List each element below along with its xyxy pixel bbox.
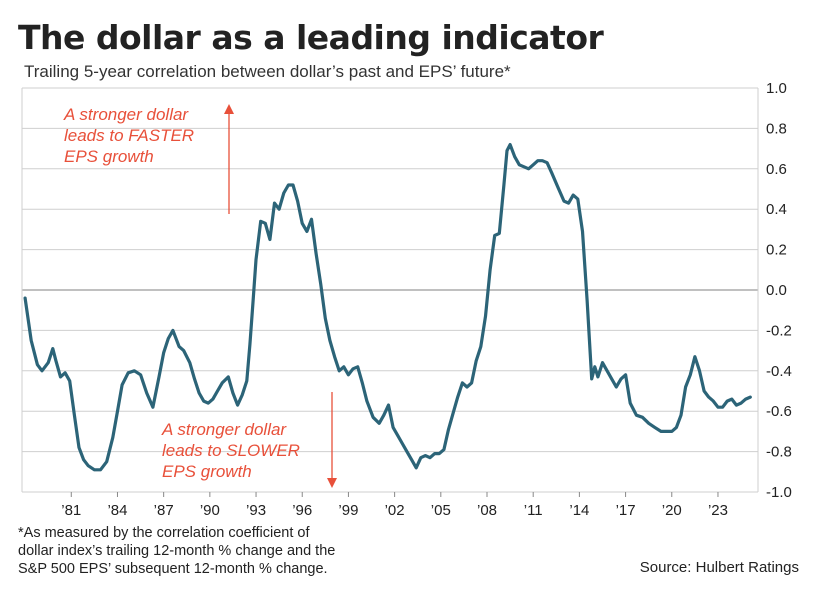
x-axis-ticks: ’81 ’84 ’87 ’90 ’93 ’96 ’99 ’02 ’05 ’08 ’11 ’14 ’17 ’… xyxy=(61,492,728,519)
annotation-upper-line: EPS growth xyxy=(64,147,154,166)
chart-subtitle: Trailing 5-year correlation between doll… xyxy=(24,62,511,81)
y-tick-label: -0.6 xyxy=(766,403,792,420)
y-tick-label: 0.4 xyxy=(766,201,787,218)
y-tick-label: -0.4 xyxy=(766,363,792,380)
annotation-upper-line: A stronger dollar xyxy=(63,105,189,124)
annotation-lower-line: EPS growth xyxy=(162,462,252,481)
x-tick-label: ’87 xyxy=(154,502,174,519)
footnote-line: *As measured by the correlation coeffici… xyxy=(18,525,310,541)
footnote-line: S&P 500 EPS’ subsequent 12-month % chang… xyxy=(18,561,328,577)
footnote: *As measured by the correlation coeffici… xyxy=(18,524,335,578)
y-tick-label: 0.0 xyxy=(766,282,787,299)
x-tick-label: ’20 xyxy=(662,502,682,519)
annotation-lower-line: A stronger dollar xyxy=(161,420,287,439)
annotation-lower-line: leads to SLOWER xyxy=(162,441,300,460)
x-tick-label: ’23 xyxy=(708,502,728,519)
x-tick-label: ’99 xyxy=(338,502,358,519)
y-tick-label: 0.2 xyxy=(766,242,787,259)
x-tick-label: ’02 xyxy=(385,502,405,519)
x-tick-label: ’84 xyxy=(107,502,127,519)
x-tick-label: ’96 xyxy=(292,502,312,519)
source-credit: Source: Hulbert Ratings xyxy=(639,559,799,576)
y-tick-label: 0.6 xyxy=(766,161,787,178)
y-tick-label: -0.8 xyxy=(766,444,792,461)
x-tick-label: ’93 xyxy=(246,502,266,519)
x-tick-label: ’11 xyxy=(524,502,543,519)
y-tick-label: -1.0 xyxy=(766,484,792,501)
y-tick-label: -0.2 xyxy=(766,322,792,339)
x-tick-label: ’05 xyxy=(431,502,451,519)
arrow-down-head xyxy=(327,478,337,488)
series-line xyxy=(23,143,752,472)
y-tick-label: 1.0 xyxy=(766,80,787,97)
x-tick-label: ’14 xyxy=(569,502,589,519)
x-tick-label: ’08 xyxy=(477,502,497,519)
y-axis-ticks: 1.0 0.8 0.6 0.4 0.2 0.0 -0.2 -0.4 -0.6 -0.8 -1.0 xyxy=(766,80,792,501)
x-tick-label: ’17 xyxy=(616,502,636,519)
y-tick-label: 0.8 xyxy=(766,120,787,137)
series-group xyxy=(23,143,752,472)
footnote-line: dollar index’s trailing 12-month % chang… xyxy=(18,543,336,559)
chart-title: The dollar as a leading indicator xyxy=(18,18,604,57)
annotations: A stronger dollar leads to FASTER EPS grow… xyxy=(63,104,337,488)
annotation-upper-line: leads to FASTER xyxy=(64,126,194,145)
x-tick-label: ’90 xyxy=(200,502,220,519)
arrow-up-head xyxy=(224,104,234,114)
x-tick-label: ’81 xyxy=(61,502,81,519)
